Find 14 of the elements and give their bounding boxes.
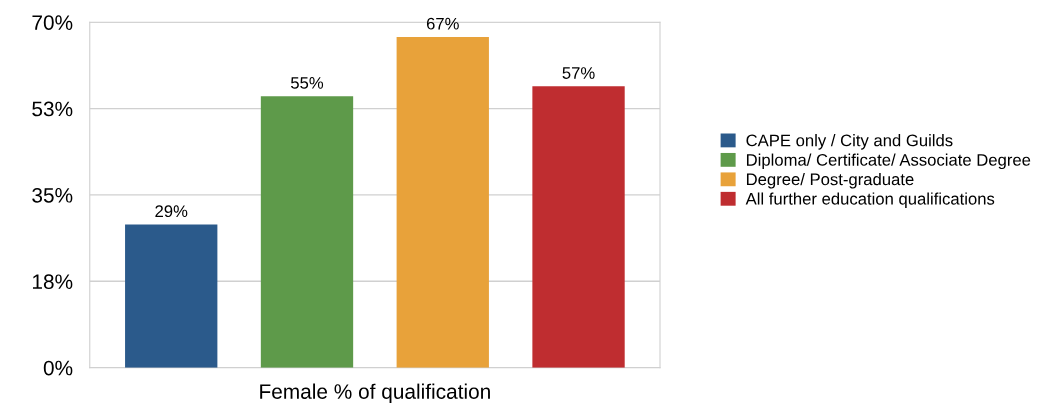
y-tick-label: 0% <box>43 360 73 376</box>
text: 57% <box>562 67 595 79</box>
text: 67% <box>426 17 459 30</box>
y-tick-label: 70% <box>32 15 73 30</box>
legend-label: Degree/ Post-graduate <box>746 173 914 189</box>
text: 55% <box>290 77 324 89</box>
legend-label: CAPE only / City and Guilds <box>746 134 953 150</box>
y-tick-label: 35% <box>32 187 73 203</box>
legend-label: All further education qualifications <box>745 192 995 208</box>
y-tick-label: 18% <box>32 274 73 290</box>
y-tick-label: 53% <box>32 101 73 117</box>
legend-label: Diploma/ Certificate/ Associate Degree <box>746 153 1031 170</box>
x-axis-title: Female % of qualification <box>260 383 490 404</box>
text: 29% <box>155 205 188 218</box>
